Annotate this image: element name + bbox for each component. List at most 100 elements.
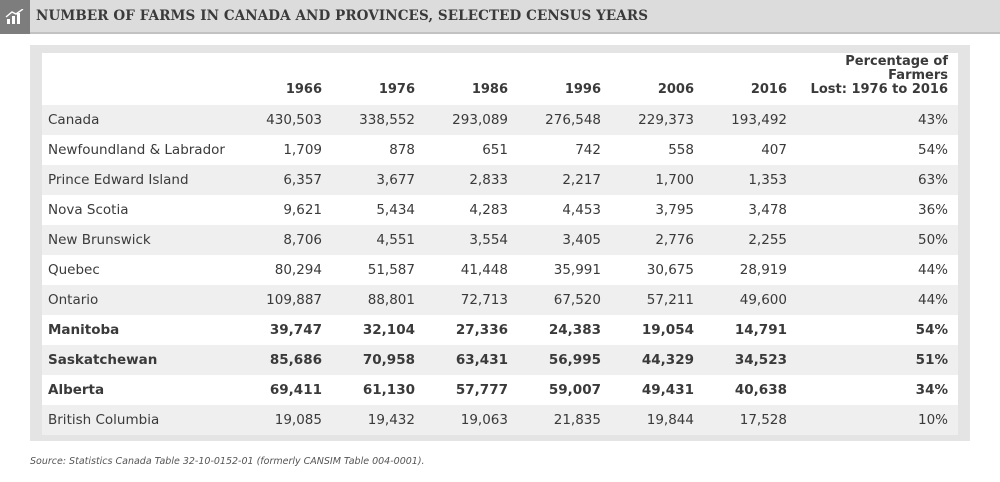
- table-row: Nova Scotia 9,621 5,434 4,283 4,453 3,795 3,47…: [42, 195, 958, 225]
- table-panel: 1966 1976 1986 1996 2006 2016 Percentage…: [30, 45, 970, 441]
- farm-count-cell: 19,063: [415, 405, 508, 435]
- farm-count-cell: 1,709: [283, 142, 322, 158]
- farm-count-cell: 2,217: [508, 165, 601, 195]
- farm-count-cell: 9,621: [283, 202, 322, 218]
- farm-count-cell: 57,777: [455, 382, 508, 398]
- farm-count-cell: 430,503: [232, 105, 322, 135]
- farm-count-cell: 69,411: [269, 382, 322, 398]
- farm-count-cell: 59,007: [548, 382, 601, 398]
- percentage-lost-cell: 44%: [787, 285, 958, 315]
- percentage-lost-cell: 36%: [917, 202, 948, 218]
- farm-count-cell: 19,054: [641, 322, 694, 338]
- table-row: Quebec 80,294 51,587 41,448 35,991 30,675 28,9…: [42, 255, 958, 285]
- table-body: Canada 430,503 338,552 293,089 276,548 229,37…: [42, 105, 958, 435]
- column-header-region: [42, 53, 232, 105]
- farm-count-cell: 293,089: [415, 105, 508, 135]
- farm-count-cell: 8,706: [232, 225, 322, 255]
- farm-count-cell: 407: [761, 142, 787, 158]
- farm-count-cell: 651: [482, 142, 508, 158]
- column-header: 1996: [564, 82, 601, 97]
- farm-count-cell: 2,255: [694, 225, 787, 255]
- header-row: 1966 1976 1986 1996 2006 2016 Percentage…: [42, 53, 958, 105]
- table-row: New Brunswick 8,706 4,551 3,554 3,405 2,776 2,…: [42, 225, 958, 255]
- table-row: Prince Edward Island 6,357 3,677 2,833 2,217…: [42, 165, 958, 195]
- page-title: NUMBER OF FARMS IN CANADA AND PROVINCES,…: [36, 8, 649, 24]
- farm-count-cell: 878: [389, 142, 415, 158]
- percentage-lost-cell: 51%: [787, 345, 958, 375]
- province-name: Prince Edward Island: [42, 165, 232, 195]
- farm-count-cell: 17,528: [694, 405, 787, 435]
- farm-count-cell: 88,801: [322, 285, 415, 315]
- column-header: 2016: [750, 82, 787, 97]
- table-row: Alberta 69,411 61,130 57,777 59,007 49,431 40,…: [42, 375, 958, 405]
- farm-count-cell: 19,085: [232, 405, 322, 435]
- farm-count-cell: 742: [575, 142, 601, 158]
- farm-count-cell: 21,835: [508, 405, 601, 435]
- percentage-lost-cell: 50%: [787, 225, 958, 255]
- farm-count-cell: 19,432: [322, 405, 415, 435]
- table-row: Saskatchewan 85,686 70,958 63,431 56,995 44,3…: [42, 345, 958, 375]
- farm-count-cell: 49,431: [641, 382, 694, 398]
- title-bar: NUMBER OF FARMS IN CANADA AND PROVINCES,…: [0, 0, 1000, 34]
- farm-count-cell: 70,958: [322, 345, 415, 375]
- farm-count-cell: 3,405: [508, 225, 601, 255]
- percentage-lost-cell: 63%: [787, 165, 958, 195]
- province-name: Newfoundland & Labrador: [48, 142, 225, 158]
- percentage-lost-cell: 44%: [917, 262, 948, 278]
- farm-count-cell: 57,211: [601, 285, 694, 315]
- chart-growth-icon: [0, 0, 30, 34]
- table-card: 1966 1976 1986 1996 2006 2016 Percentage…: [42, 53, 958, 435]
- source-note: Source: Statistics Canada Table 32-10-01…: [30, 456, 425, 467]
- farm-count-cell: 49,600: [694, 285, 787, 315]
- farm-count-cell: 14,791: [734, 322, 787, 338]
- column-header: 1986: [471, 82, 508, 97]
- farm-count-cell: 27,336: [455, 322, 508, 338]
- province-name: Nova Scotia: [48, 202, 129, 218]
- farm-count-cell: 85,686: [232, 345, 322, 375]
- farm-count-cell: 3,795: [655, 202, 694, 218]
- province-name: Canada: [42, 105, 232, 135]
- farm-count-cell: 4,551: [322, 225, 415, 255]
- farm-count-cell: 3,478: [748, 202, 787, 218]
- column-header: 1966: [285, 82, 322, 97]
- farm-count-cell: 39,747: [269, 322, 322, 338]
- farm-count-cell: 40,638: [734, 382, 787, 398]
- farm-count-cell: 19,844: [601, 405, 694, 435]
- farm-count-cell: 5,434: [376, 202, 415, 218]
- farm-count-cell: 30,675: [646, 262, 694, 278]
- title-strip: NUMBER OF FARMS IN CANADA AND PROVINCES,…: [30, 0, 1000, 34]
- province-name: New Brunswick: [42, 225, 232, 255]
- table-row: Manitoba 39,747 32,104 27,336 24,383 19,054 14…: [42, 315, 958, 345]
- province-name: Saskatchewan: [42, 345, 232, 375]
- farm-count-cell: 80,294: [274, 262, 322, 278]
- column-header-percentage: Percentage of Farmers Lost: 1976 to 2016: [787, 53, 958, 105]
- farm-count-cell: 1,353: [694, 165, 787, 195]
- column-header: 1976: [378, 82, 415, 97]
- farm-count-cell: 193,492: [694, 105, 787, 135]
- farm-count-cell: 61,130: [362, 382, 415, 398]
- farm-count-cell: 4,283: [469, 202, 508, 218]
- province-name: Manitoba: [48, 322, 120, 338]
- farm-count-cell: 6,357: [232, 165, 322, 195]
- farm-count-cell: 51,587: [367, 262, 415, 278]
- farm-count-cell: 35,991: [553, 262, 601, 278]
- percentage-lost-cell: 34%: [915, 382, 948, 398]
- province-name: Alberta: [48, 382, 105, 398]
- farm-count-cell: 56,995: [508, 345, 601, 375]
- pct-header-line1: Percentage of Farmers: [845, 54, 948, 83]
- table-row: Ontario 109,887 88,801 72,713 67,520 57,211 49…: [42, 285, 958, 315]
- farm-count-cell: 67,520: [508, 285, 601, 315]
- farm-count-cell: 3,677: [322, 165, 415, 195]
- farm-count-cell: 4,453: [562, 202, 601, 218]
- percentage-lost-cell: 10%: [787, 405, 958, 435]
- farm-count-cell: 32,104: [362, 322, 415, 338]
- table-row: Newfoundland & Labrador 1,709 878 651 742 558…: [42, 135, 958, 165]
- province-name: Ontario: [42, 285, 232, 315]
- farm-count-cell: 109,887: [232, 285, 322, 315]
- farm-count-cell: 1,700: [601, 165, 694, 195]
- farm-count-cell: 24,383: [548, 322, 601, 338]
- farm-count-cell: 338,552: [322, 105, 415, 135]
- province-name: Quebec: [48, 262, 100, 278]
- farm-count-cell: 28,919: [739, 262, 787, 278]
- table-row: British Columbia 19,085 19,432 19,063 21,835…: [42, 405, 958, 435]
